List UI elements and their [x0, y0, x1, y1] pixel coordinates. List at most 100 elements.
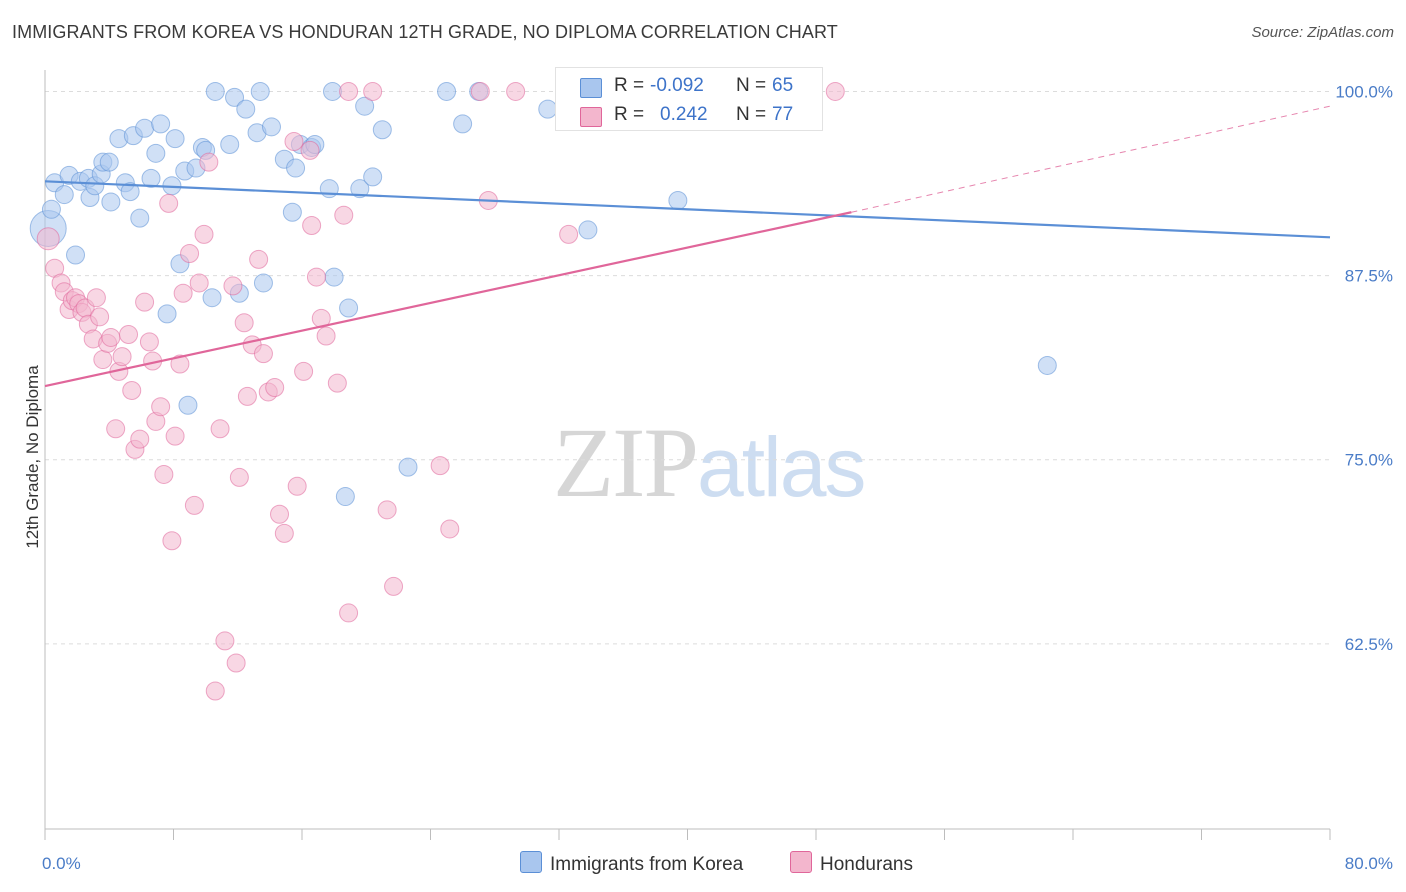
legend-n-value: 65 [772, 75, 794, 96]
hondurans-point [205, 681, 225, 701]
hondurans-point [302, 216, 322, 236]
korea-point [250, 81, 270, 101]
hondurans-point [86, 288, 106, 308]
hondurans-point [294, 361, 314, 381]
korea-point [66, 245, 86, 265]
korea-point [151, 114, 171, 134]
hondurans-point [139, 332, 159, 352]
hondurans-point [384, 576, 404, 596]
korea-point [286, 158, 306, 178]
hondurans-point [210, 419, 230, 439]
korea-point [324, 267, 344, 287]
correlation-legend: R = -0.092 N = 65 R = 0.242 N = 77 [555, 67, 823, 131]
legend-swatch-korea [580, 78, 602, 98]
hondurans-point [334, 205, 354, 225]
korea-point [372, 120, 392, 140]
hondurans-point [215, 631, 235, 651]
korea-point [363, 167, 383, 187]
hondurans-point [36, 227, 60, 251]
hondurans-point [440, 519, 460, 539]
hondurans-point [430, 456, 450, 476]
hondurans-point [154, 464, 174, 484]
korea-point [157, 304, 177, 324]
hondurans-point [284, 132, 304, 152]
hondurans-point [199, 152, 219, 172]
legend-row-korea: R = -0.092 N = 65 [556, 71, 822, 101]
hondurans-point [377, 500, 397, 520]
hondurans-point [165, 426, 185, 446]
y-tick-label: 62.5% [1345, 635, 1393, 654]
legend-r-value: -0.092 [650, 75, 704, 96]
korea-point [261, 117, 281, 137]
hondurans-point [506, 81, 526, 101]
hondurans-point [306, 267, 326, 287]
hondurans-trend-line [44, 211, 852, 388]
hondurans-point [162, 531, 182, 551]
hondurans-point [189, 273, 209, 293]
hondurans-trend-extension [851, 105, 1331, 213]
hondurans-point [339, 603, 359, 623]
korea-point [437, 81, 457, 101]
hondurans-point [363, 81, 383, 101]
korea-point [453, 114, 473, 134]
hondurans-point [265, 378, 285, 398]
korea-point [135, 118, 155, 138]
hondurans-point [180, 244, 200, 263]
legend-r-label: R = [614, 104, 645, 125]
x-tick-label: 0.0% [42, 854, 81, 873]
hondurans-point [106, 419, 126, 439]
korea-point [282, 202, 302, 222]
korea-point [146, 143, 166, 163]
korea-point [339, 298, 359, 318]
legend-n-label: N = [736, 75, 767, 96]
korea-point [323, 81, 343, 101]
hondurans-point [90, 307, 110, 327]
hondurans-point [194, 224, 214, 244]
korea-point [99, 152, 119, 172]
korea-trend-line [44, 180, 1331, 239]
hondurans-point [339, 81, 359, 101]
hondurans-point [470, 81, 490, 101]
hondurans-point [559, 224, 579, 244]
y-tick-label: 87.5% [1345, 267, 1393, 286]
korea-point [578, 220, 598, 240]
y-tick-label: 100.0% [1335, 82, 1393, 101]
hondurans-point [112, 347, 132, 367]
korea-point [350, 179, 370, 199]
korea-point [225, 87, 245, 107]
korea-point [355, 96, 375, 116]
legend-n-label: N = [736, 104, 767, 125]
hondurans-point [170, 354, 190, 374]
legend-swatch-hondurans [580, 107, 602, 127]
zipatlas-watermark: ZIPatlas [553, 405, 866, 520]
hondurans-point [327, 373, 347, 393]
korea-point [1037, 355, 1057, 375]
bottom-legend-swatch-korea [520, 851, 542, 873]
hondurans-point [287, 476, 307, 496]
hondurans-point [229, 467, 249, 487]
legend-n-value: 77 [772, 104, 794, 125]
hondurans-point [135, 292, 155, 312]
korea-point [130, 208, 150, 228]
hondurans-point [184, 495, 204, 515]
watermark-atlas: atlas [697, 420, 866, 514]
bottom-legend-label-korea: Immigrants from Korea [550, 854, 744, 875]
hondurans-point [237, 386, 257, 406]
hondurans-point [130, 429, 150, 449]
hondurans-point [122, 380, 142, 400]
korea-point [668, 190, 688, 210]
hondurans-point [173, 283, 193, 303]
bottom-legend-swatch-hondurans [790, 851, 812, 873]
korea-point [335, 487, 355, 507]
hondurans-point [300, 140, 320, 160]
korea-point [141, 168, 161, 188]
y-tick-label: 75.0% [1345, 451, 1393, 470]
bottom-legend-label-hondurans: Hondurans [820, 854, 913, 875]
korea-point [54, 185, 74, 205]
hondurans-point [119, 325, 139, 345]
korea-point [236, 99, 256, 119]
hondurans-point [223, 276, 243, 296]
korea-point [41, 199, 61, 219]
hondurans-point [101, 327, 121, 347]
